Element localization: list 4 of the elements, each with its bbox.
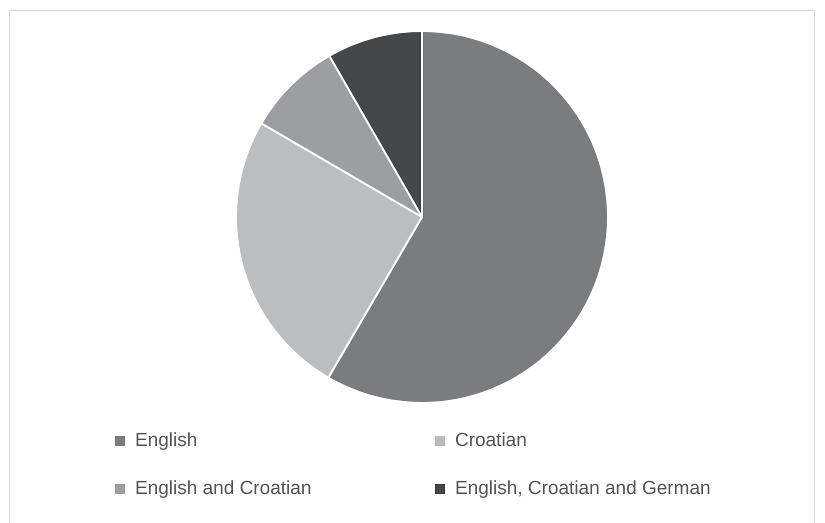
legend-label: English: [135, 430, 198, 452]
legend-label: English and Croatian: [135, 478, 312, 500]
legend-label: Croatian: [455, 430, 527, 452]
legend-label: English, Croatian and German: [455, 478, 711, 500]
